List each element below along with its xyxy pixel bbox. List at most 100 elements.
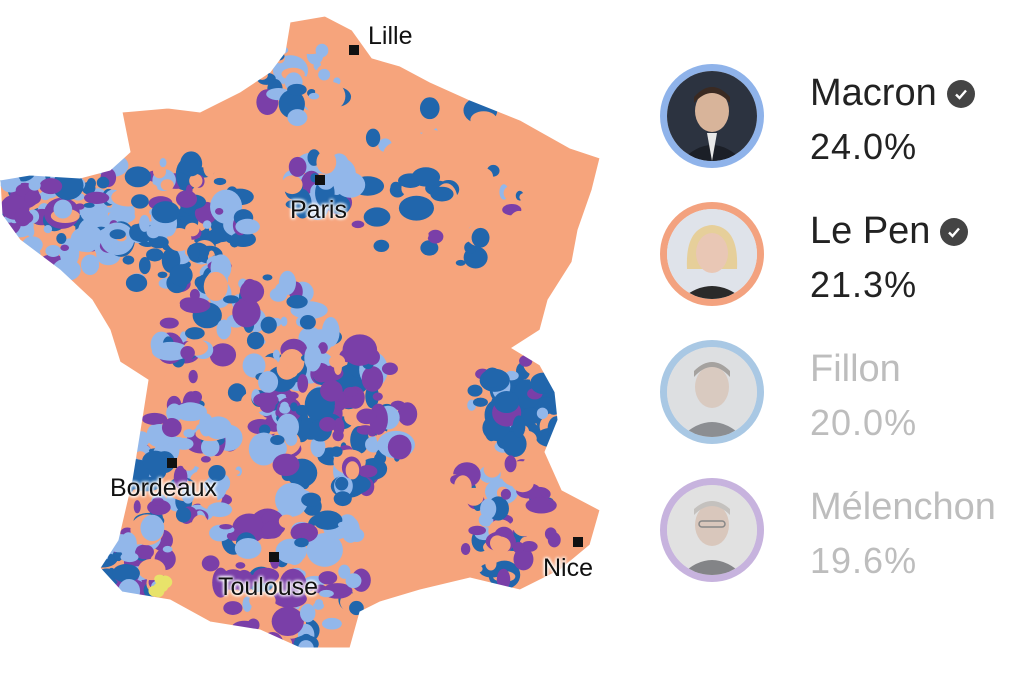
macron-dark-area bbox=[30, 151, 41, 162]
portrait-melenchon bbox=[667, 485, 757, 575]
macron-light-area bbox=[242, 353, 266, 378]
melenchon-avatar bbox=[660, 478, 764, 582]
melenchon-area bbox=[141, 412, 168, 425]
macron-light-area bbox=[234, 537, 262, 559]
macron-dark-area bbox=[330, 195, 351, 215]
lepen-area bbox=[420, 270, 434, 284]
melenchon-area bbox=[525, 497, 557, 514]
macron-dark-area bbox=[262, 274, 273, 281]
macron-light-area bbox=[318, 68, 331, 81]
macron-dark-area bbox=[180, 151, 203, 177]
macron-light-area bbox=[42, 145, 54, 165]
melenchon-area bbox=[361, 366, 384, 392]
macron-dark-area bbox=[142, 450, 169, 471]
macron-light-area bbox=[70, 227, 98, 252]
macron-light-area bbox=[280, 316, 288, 327]
macron-light-area bbox=[285, 431, 298, 446]
macron-dark-area bbox=[520, 407, 542, 425]
macron-dark-area bbox=[62, 142, 80, 163]
macron-light-area bbox=[278, 270, 296, 295]
city-label-paris: Paris bbox=[290, 196, 347, 224]
macron-dark-area bbox=[96, 176, 110, 189]
lepen-area bbox=[227, 469, 240, 476]
macron-dark-area bbox=[148, 236, 169, 249]
candidate-fillon: Fillon 20.0% bbox=[660, 340, 1020, 460]
macron-dark-area bbox=[420, 240, 439, 256]
melenchon-area bbox=[334, 401, 346, 411]
macron-dark-area bbox=[157, 271, 168, 279]
lepen-area bbox=[147, 184, 158, 193]
macron-dark-area bbox=[471, 227, 490, 248]
candidate-name-macron: Macron bbox=[810, 72, 975, 115]
lepen-area bbox=[279, 349, 305, 375]
macron-light-area bbox=[338, 564, 351, 579]
lepen-area bbox=[153, 164, 166, 179]
melenchon-area bbox=[343, 387, 358, 398]
macron-light-area bbox=[308, 92, 320, 100]
melenchon-area bbox=[288, 156, 307, 177]
macron-dark-area bbox=[295, 404, 309, 416]
macron-light-area bbox=[139, 214, 150, 232]
melenchon-area bbox=[320, 380, 343, 402]
lepen-area bbox=[435, 507, 458, 531]
melenchon-area bbox=[179, 297, 211, 314]
macron-dark-area bbox=[493, 391, 520, 414]
macron-dark-area bbox=[558, 396, 576, 418]
macron-dark-area bbox=[112, 564, 140, 583]
macron-dark-area bbox=[544, 362, 569, 378]
lepen-area bbox=[203, 156, 216, 178]
macron-light-area bbox=[22, 236, 43, 254]
lepen-area bbox=[189, 173, 203, 188]
lepen-area bbox=[162, 373, 180, 392]
melenchon-area bbox=[259, 397, 276, 413]
lepen-area bbox=[204, 376, 225, 388]
macron-light-area bbox=[123, 203, 135, 221]
macron-dark-area bbox=[223, 295, 240, 304]
melenchon-area bbox=[180, 346, 195, 360]
melenchon-area bbox=[297, 374, 309, 393]
macron-dark-area bbox=[22, 152, 56, 168]
melenchon-area bbox=[239, 280, 265, 303]
candidate-pct-macron: 24.0% bbox=[810, 126, 918, 167]
candidate-melenchon: Mélenchon 19.6% bbox=[660, 478, 1020, 598]
lepen-area bbox=[281, 637, 293, 648]
lepen-area bbox=[388, 107, 399, 123]
melenchon-area bbox=[272, 453, 300, 477]
lepen-area bbox=[384, 216, 411, 232]
macron-name-text: Macron bbox=[810, 72, 937, 114]
melenchon-area bbox=[333, 417, 345, 437]
macron-light-area bbox=[235, 218, 260, 235]
lepen-area bbox=[334, 361, 342, 375]
macron-dark-area bbox=[530, 372, 556, 395]
macron-light-area bbox=[345, 573, 362, 589]
lepen-area bbox=[0, 243, 24, 256]
macron-light-area bbox=[272, 349, 280, 360]
lepen-area bbox=[160, 179, 174, 191]
france-map-svg bbox=[0, 15, 601, 649]
melenchon-area bbox=[24, 191, 41, 205]
macron-light-area bbox=[204, 416, 232, 440]
macron-dark-area bbox=[230, 231, 256, 247]
france-outline bbox=[0, 15, 601, 649]
macron-light-area bbox=[125, 444, 136, 459]
macron-light-area bbox=[171, 436, 186, 450]
macron-dark-area bbox=[512, 415, 526, 438]
lepen-area bbox=[278, 514, 295, 529]
macron-light-area bbox=[321, 617, 342, 630]
macron-dark-area bbox=[0, 219, 6, 233]
macron-dark-area bbox=[213, 177, 227, 186]
lepen-avatar bbox=[660, 202, 764, 306]
macron-dark-area bbox=[246, 331, 265, 350]
melenchon-area bbox=[133, 500, 141, 514]
macron-light-area bbox=[151, 341, 190, 361]
melenchon-area bbox=[14, 207, 32, 227]
macron-light-area bbox=[159, 158, 167, 168]
melenchon-area bbox=[201, 555, 220, 572]
macron-light-area bbox=[65, 162, 78, 180]
macron-dark-area bbox=[286, 294, 308, 309]
macron-light-area bbox=[49, 138, 72, 158]
melenchon-area bbox=[232, 297, 261, 328]
macron-dark-area bbox=[411, 167, 441, 187]
macron-light-area bbox=[299, 603, 316, 623]
macron-dark-area bbox=[472, 397, 488, 407]
